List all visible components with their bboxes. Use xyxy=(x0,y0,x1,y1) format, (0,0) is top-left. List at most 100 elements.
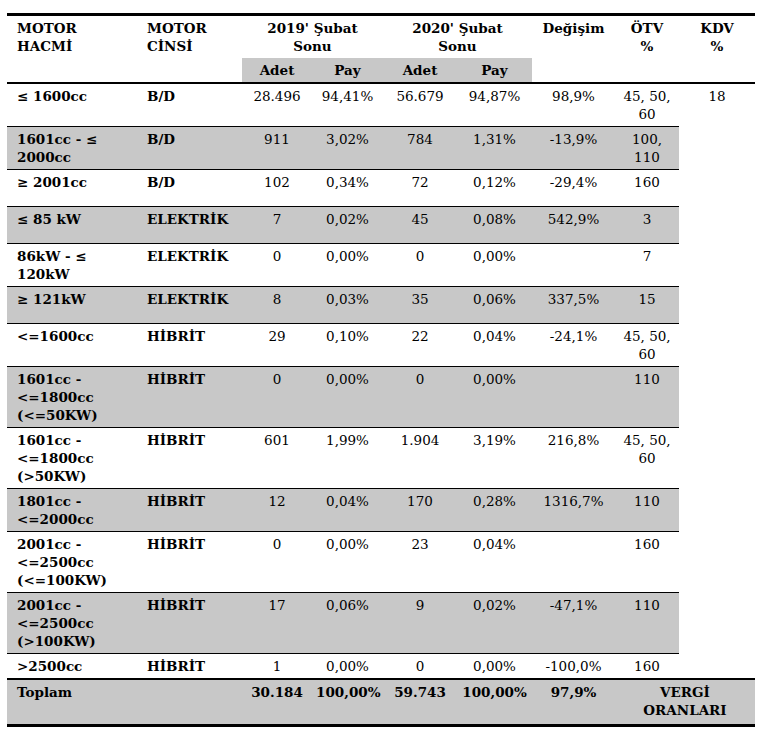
table-row: 1601cc - <=1800cc (>50KW) HİBRİT 601 1,9… xyxy=(7,428,755,489)
cell-pay-2019: 0,10% xyxy=(312,324,383,367)
cell-otv: 110 xyxy=(615,489,679,532)
table-row: ≥ 121kW ELEKTRİK 8 0,03% 35 0,06% 337,5%… xyxy=(7,287,755,324)
cell-kdv xyxy=(679,207,755,244)
cell-degisim: -24,1% xyxy=(532,324,615,367)
cell-kdv xyxy=(679,244,755,287)
cell-total-adet-2020: 59.743 xyxy=(383,679,457,726)
cell-pay-2020: 0,04% xyxy=(457,324,532,367)
cell-adet-2019: 102 xyxy=(242,170,312,207)
cell-degisim xyxy=(532,367,615,428)
cell-motor-hacmi: 1601cc - ≤ 2000cc xyxy=(7,127,144,170)
col-group-2020-subat-sonu: 2020' Şubat Sonu xyxy=(383,15,532,59)
cell-vergi-oranlari: VERGİ ORANLARI xyxy=(615,679,755,726)
cell-otv: 160 xyxy=(615,170,679,207)
cell-pay-2020: 0,00% xyxy=(457,654,532,680)
cell-degisim: 542,9% xyxy=(532,207,615,244)
cell-degisim: -13,9% xyxy=(532,127,615,170)
cell-degisim xyxy=(532,244,615,287)
cell-pay-2019: 94,41% xyxy=(312,83,383,127)
cell-degisim: 216,8% xyxy=(532,428,615,489)
cell-kdv xyxy=(679,367,755,428)
cell-pay-2020: 0,08% xyxy=(457,207,532,244)
cell-adet-2019: 7 xyxy=(242,207,312,244)
cell-motor-cinsi: ELEKTRİK xyxy=(144,207,242,244)
cell-pay-2020: 0,04% xyxy=(457,532,532,593)
cell-motor-hacmi: 1601cc - <=1800cc (<=50KW) xyxy=(7,367,144,428)
cell-adet-2019: 0 xyxy=(242,367,312,428)
cell-total-empty xyxy=(144,679,242,726)
cell-otv: 3 xyxy=(615,207,679,244)
cell-kdv xyxy=(679,287,755,324)
cell-motor-hacmi: ≤ 1600cc xyxy=(7,83,144,127)
cell-degisim xyxy=(532,532,615,593)
cell-kdv xyxy=(679,654,755,680)
cell-kdv xyxy=(679,532,755,593)
subcol-header-adet-2020: Adet xyxy=(383,58,457,83)
cell-motor-cinsi: B/D xyxy=(144,170,242,207)
cell-otv: 110 xyxy=(615,593,679,654)
cell-motor-cinsi: ELEKTRİK xyxy=(144,287,242,324)
cell-pay-2020: 94,87% xyxy=(457,83,532,127)
cell-pay-2019: 0,00% xyxy=(312,367,383,428)
cell-pay-2019: 1,99% xyxy=(312,428,383,489)
cell-adet-2020: 72 xyxy=(383,170,457,207)
cell-degisim: 1316,7% xyxy=(532,489,615,532)
cell-motor-cinsi: ELEKTRİK xyxy=(144,244,242,287)
col-header-otv: ÖTV % xyxy=(615,15,679,84)
cell-motor-hacmi: >2500cc xyxy=(7,654,144,680)
cell-degisim: -100,0% xyxy=(532,654,615,680)
cell-adet-2020: 56.679 xyxy=(383,83,457,127)
table-row: 1601cc - ≤ 2000cc B/D 911 3,02% 784 1,31… xyxy=(7,127,755,170)
cell-adet-2020: 1.904 xyxy=(383,428,457,489)
cell-motor-hacmi: <=1600cc xyxy=(7,324,144,367)
cell-pay-2019: 0,04% xyxy=(312,489,383,532)
cell-total-degisim: 97,9% xyxy=(532,679,615,726)
cell-pay-2019: 3,02% xyxy=(312,127,383,170)
cell-motor-hacmi: ≥ 2001cc xyxy=(7,170,144,207)
table-body: ≤ 1600cc B/D 28.496 94,41% 56.679 94,87%… xyxy=(7,83,755,726)
table-row: ≤ 85 kW ELEKTRİK 7 0,02% 45 0,08% 542,9%… xyxy=(7,207,755,244)
col-header-motor-cinsi: MOTOR CİNSİ xyxy=(144,15,242,84)
cell-pay-2020: 3,19% xyxy=(457,428,532,489)
table-row: 1801cc - <=2000cc HİBRİT 12 0,04% 170 0,… xyxy=(7,489,755,532)
cell-total-pay-2020: 100,00% xyxy=(457,679,532,726)
cell-pay-2020: 0,00% xyxy=(457,367,532,428)
subcol-header-adet-2019: Adet xyxy=(242,58,312,83)
table-row: <=1600cc HİBRİT 29 0,10% 22 0,04% -24,1%… xyxy=(7,324,755,367)
cell-pay-2019: 0,34% xyxy=(312,170,383,207)
cell-pay-2020: 0,28% xyxy=(457,489,532,532)
cell-otv: 110 xyxy=(615,367,679,428)
cell-otv: 160 xyxy=(615,654,679,680)
cell-pay-2019: 0,06% xyxy=(312,593,383,654)
cell-adet-2020: 22 xyxy=(383,324,457,367)
table-row: ≤ 1600cc B/D 28.496 94,41% 56.679 94,87%… xyxy=(7,83,755,127)
cell-motor-cinsi: HİBRİT xyxy=(144,654,242,680)
cell-motor-cinsi: B/D xyxy=(144,83,242,127)
cell-pay-2019: 0,03% xyxy=(312,287,383,324)
subcol-header-pay-2019: Pay xyxy=(312,58,383,83)
table-row: ≥ 2001cc B/D 102 0,34% 72 0,12% -29,4% 1… xyxy=(7,170,755,207)
cell-motor-hacmi: 86kW - ≤ 120kW xyxy=(7,244,144,287)
cell-total-label: Toplam xyxy=(7,679,144,726)
cell-adet-2019: 911 xyxy=(242,127,312,170)
cell-kdv xyxy=(679,428,755,489)
cell-motor-hacmi: 1601cc - <=1800cc (>50KW) xyxy=(7,428,144,489)
motor-volume-tax-table: MOTOR HACMİ MOTOR CİNSİ 2019' Şubat Sonu… xyxy=(7,13,755,727)
cell-pay-2019: 0,02% xyxy=(312,207,383,244)
cell-otv: 45, 50, 60 xyxy=(615,428,679,489)
cell-otv: 45, 50, 60 xyxy=(615,83,679,127)
cell-kdv xyxy=(679,127,755,170)
cell-adet-2019: 17 xyxy=(242,593,312,654)
cell-adet-2019: 12 xyxy=(242,489,312,532)
cell-adet-2020: 170 xyxy=(383,489,457,532)
cell-kdv xyxy=(679,489,755,532)
table-row: 2001cc - <=2500cc (<=100KW) HİBRİT 0 0,0… xyxy=(7,532,755,593)
cell-otv: 45, 50, 60 xyxy=(615,324,679,367)
cell-adet-2020: 23 xyxy=(383,532,457,593)
cell-total-pay-2019: 100,00% xyxy=(312,679,383,726)
cell-motor-hacmi: ≤ 85 kW xyxy=(7,207,144,244)
cell-degisim: 337,5% xyxy=(532,287,615,324)
cell-motor-hacmi: ≥ 121kW xyxy=(7,287,144,324)
cell-degisim: -29,4% xyxy=(532,170,615,207)
cell-pay-2020: 0,12% xyxy=(457,170,532,207)
